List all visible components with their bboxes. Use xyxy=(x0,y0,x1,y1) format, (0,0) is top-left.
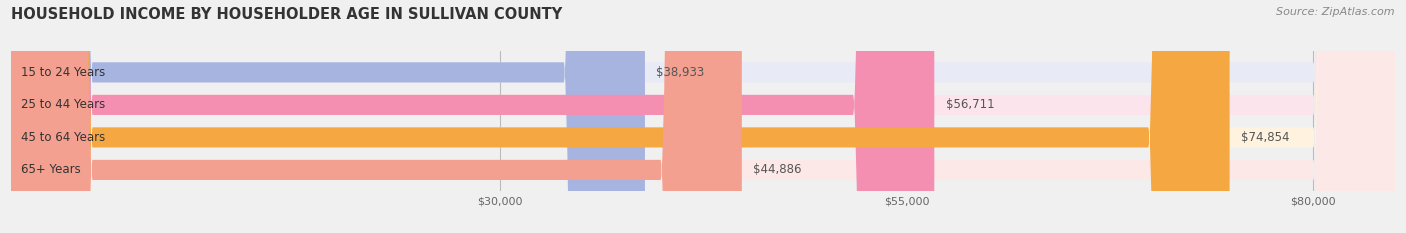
FancyBboxPatch shape xyxy=(11,0,645,233)
Text: 15 to 24 Years: 15 to 24 Years xyxy=(21,66,105,79)
Text: 65+ Years: 65+ Years xyxy=(21,163,80,176)
Text: $38,933: $38,933 xyxy=(657,66,704,79)
Text: 45 to 64 Years: 45 to 64 Years xyxy=(21,131,105,144)
FancyBboxPatch shape xyxy=(11,0,742,233)
Text: Source: ZipAtlas.com: Source: ZipAtlas.com xyxy=(1277,7,1395,17)
FancyBboxPatch shape xyxy=(11,0,935,233)
Text: $44,886: $44,886 xyxy=(754,163,801,176)
Text: $56,711: $56,711 xyxy=(946,98,994,111)
FancyBboxPatch shape xyxy=(11,0,1395,233)
FancyBboxPatch shape xyxy=(11,0,1395,233)
Text: $74,854: $74,854 xyxy=(1241,131,1289,144)
FancyBboxPatch shape xyxy=(11,0,1395,233)
Text: 25 to 44 Years: 25 to 44 Years xyxy=(21,98,105,111)
Text: HOUSEHOLD INCOME BY HOUSEHOLDER AGE IN SULLIVAN COUNTY: HOUSEHOLD INCOME BY HOUSEHOLDER AGE IN S… xyxy=(11,7,562,22)
FancyBboxPatch shape xyxy=(11,0,1395,233)
FancyBboxPatch shape xyxy=(11,0,1230,233)
